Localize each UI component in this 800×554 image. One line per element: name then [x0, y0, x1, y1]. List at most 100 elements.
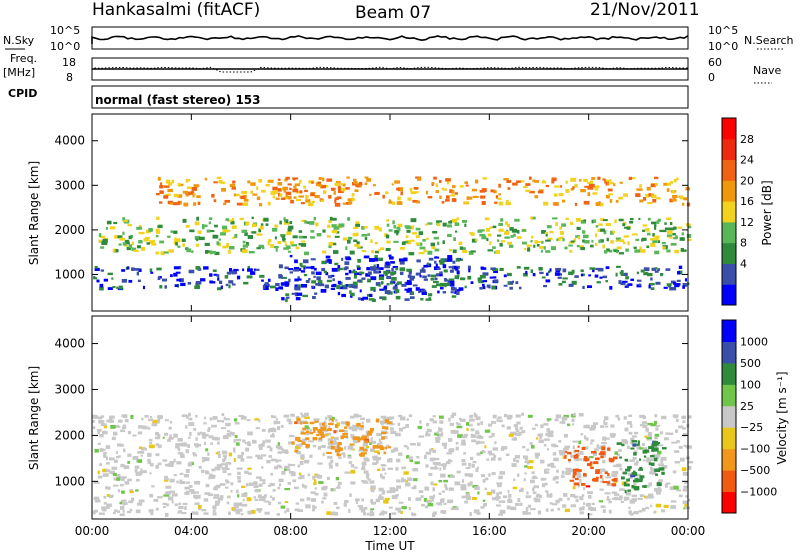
heatmap-cell [113, 485, 118, 487]
heatmap-cell [428, 503, 434, 506]
heatmap-cell [439, 180, 442, 183]
heatmap-cell [546, 273, 548, 276]
heatmap-cell [227, 272, 231, 275]
heatmap-cell [240, 196, 245, 199]
heatmap-cell [336, 285, 340, 289]
heatmap-cell [531, 471, 534, 474]
heatmap-cell [607, 481, 609, 484]
heatmap-cell [242, 269, 244, 272]
heatmap-cell [485, 488, 487, 490]
heatmap-cell [570, 178, 576, 182]
heatmap-cell [618, 197, 623, 200]
heatmap-cell [216, 485, 220, 489]
heatmap-cell [371, 489, 375, 493]
heatmap-cell [321, 289, 327, 293]
heatmap-cell [261, 279, 264, 281]
heatmap-cell [665, 484, 668, 488]
heatmap-cell [415, 187, 419, 190]
heatmap-cell [480, 196, 485, 199]
heatmap-cell [123, 448, 125, 452]
heatmap-cell [604, 422, 608, 425]
heatmap-cell [536, 494, 540, 497]
heatmap-cell [452, 198, 457, 202]
heatmap-cell [565, 181, 567, 184]
heatmap-cell [482, 177, 486, 179]
heatmap-cell [148, 418, 153, 421]
heatmap-cell [354, 189, 358, 192]
nsearch-tick-top: 10^5 [708, 24, 738, 37]
heatmap-cell [176, 461, 181, 464]
heatmap-cell [468, 269, 470, 273]
heatmap-cell [498, 476, 503, 480]
heatmap-cell [448, 438, 452, 442]
heatmap-cell [499, 268, 503, 271]
heatmap-cell [312, 296, 316, 299]
heatmap-cell [376, 418, 380, 422]
heatmap-cell [472, 464, 475, 468]
heatmap-cell [335, 424, 338, 428]
heatmap-cell [584, 201, 590, 205]
heatmap-cell [382, 476, 385, 479]
heatmap-cell [642, 443, 645, 446]
heatmap-cell [367, 513, 369, 516]
heatmap-cell [391, 268, 393, 271]
heatmap-cell [331, 446, 335, 450]
heatmap-cell [178, 506, 183, 509]
velocity-panel: 1000200030004000 Slant Range [km] 100050… [27, 316, 789, 519]
heatmap-cell [198, 202, 201, 205]
heatmap-cell [493, 276, 496, 278]
heatmap-cell [230, 482, 233, 485]
heatmap-cell [680, 458, 685, 462]
heatmap-cell [470, 457, 473, 460]
heatmap-cell [112, 437, 116, 440]
heatmap-cell [114, 460, 118, 463]
heatmap-cell [268, 242, 270, 246]
heatmap-cell [524, 267, 529, 270]
heatmap-cell [359, 182, 363, 186]
heatmap-cell [590, 181, 593, 184]
heatmap-cell [657, 491, 661, 493]
heatmap-cell [180, 473, 184, 475]
heatmap-cell [614, 493, 619, 496]
heatmap-cell [245, 448, 249, 452]
heatmap-cell [226, 462, 232, 465]
heatmap-cell [337, 196, 342, 199]
nave-tick-bottom: 0 [708, 71, 715, 84]
heatmap-cell [270, 244, 274, 248]
heatmap-cell [461, 440, 465, 444]
heatmap-cell [539, 437, 541, 440]
heatmap-cell [289, 221, 292, 224]
heatmap-cell [100, 284, 104, 288]
heatmap-cell [330, 460, 333, 464]
heatmap-cell [671, 501, 676, 503]
colorbar-tick-label: −25 [740, 421, 763, 434]
heatmap-cell [276, 418, 278, 421]
heatmap-cell [107, 221, 112, 225]
heatmap-cell [466, 428, 468, 431]
heatmap-cell [541, 478, 544, 481]
heatmap-cell [462, 250, 467, 253]
heatmap-cell [168, 439, 170, 441]
heatmap-cell [415, 461, 420, 464]
heatmap-cell [482, 280, 487, 282]
heatmap-cell [611, 483, 616, 486]
heatmap-cell [447, 255, 452, 258]
heatmap-cell [677, 280, 681, 282]
heatmap-cell [661, 457, 667, 461]
heatmap-cell [294, 196, 297, 198]
heatmap-cell [513, 479, 516, 481]
heatmap-cell [507, 415, 512, 419]
heatmap-cell [93, 426, 96, 429]
heatmap-cell [314, 217, 316, 220]
heatmap-cell [539, 269, 542, 271]
heatmap-cell [615, 451, 618, 455]
heatmap-cell [331, 436, 334, 438]
heatmap-cell [290, 255, 293, 257]
heatmap-cell [654, 511, 656, 514]
heatmap-cell [436, 503, 441, 505]
heatmap-cell [533, 485, 538, 488]
heatmap-cell [367, 478, 370, 480]
heatmap-cell [278, 502, 281, 505]
heatmap-cell [646, 246, 649, 248]
heatmap-cell [396, 296, 401, 299]
